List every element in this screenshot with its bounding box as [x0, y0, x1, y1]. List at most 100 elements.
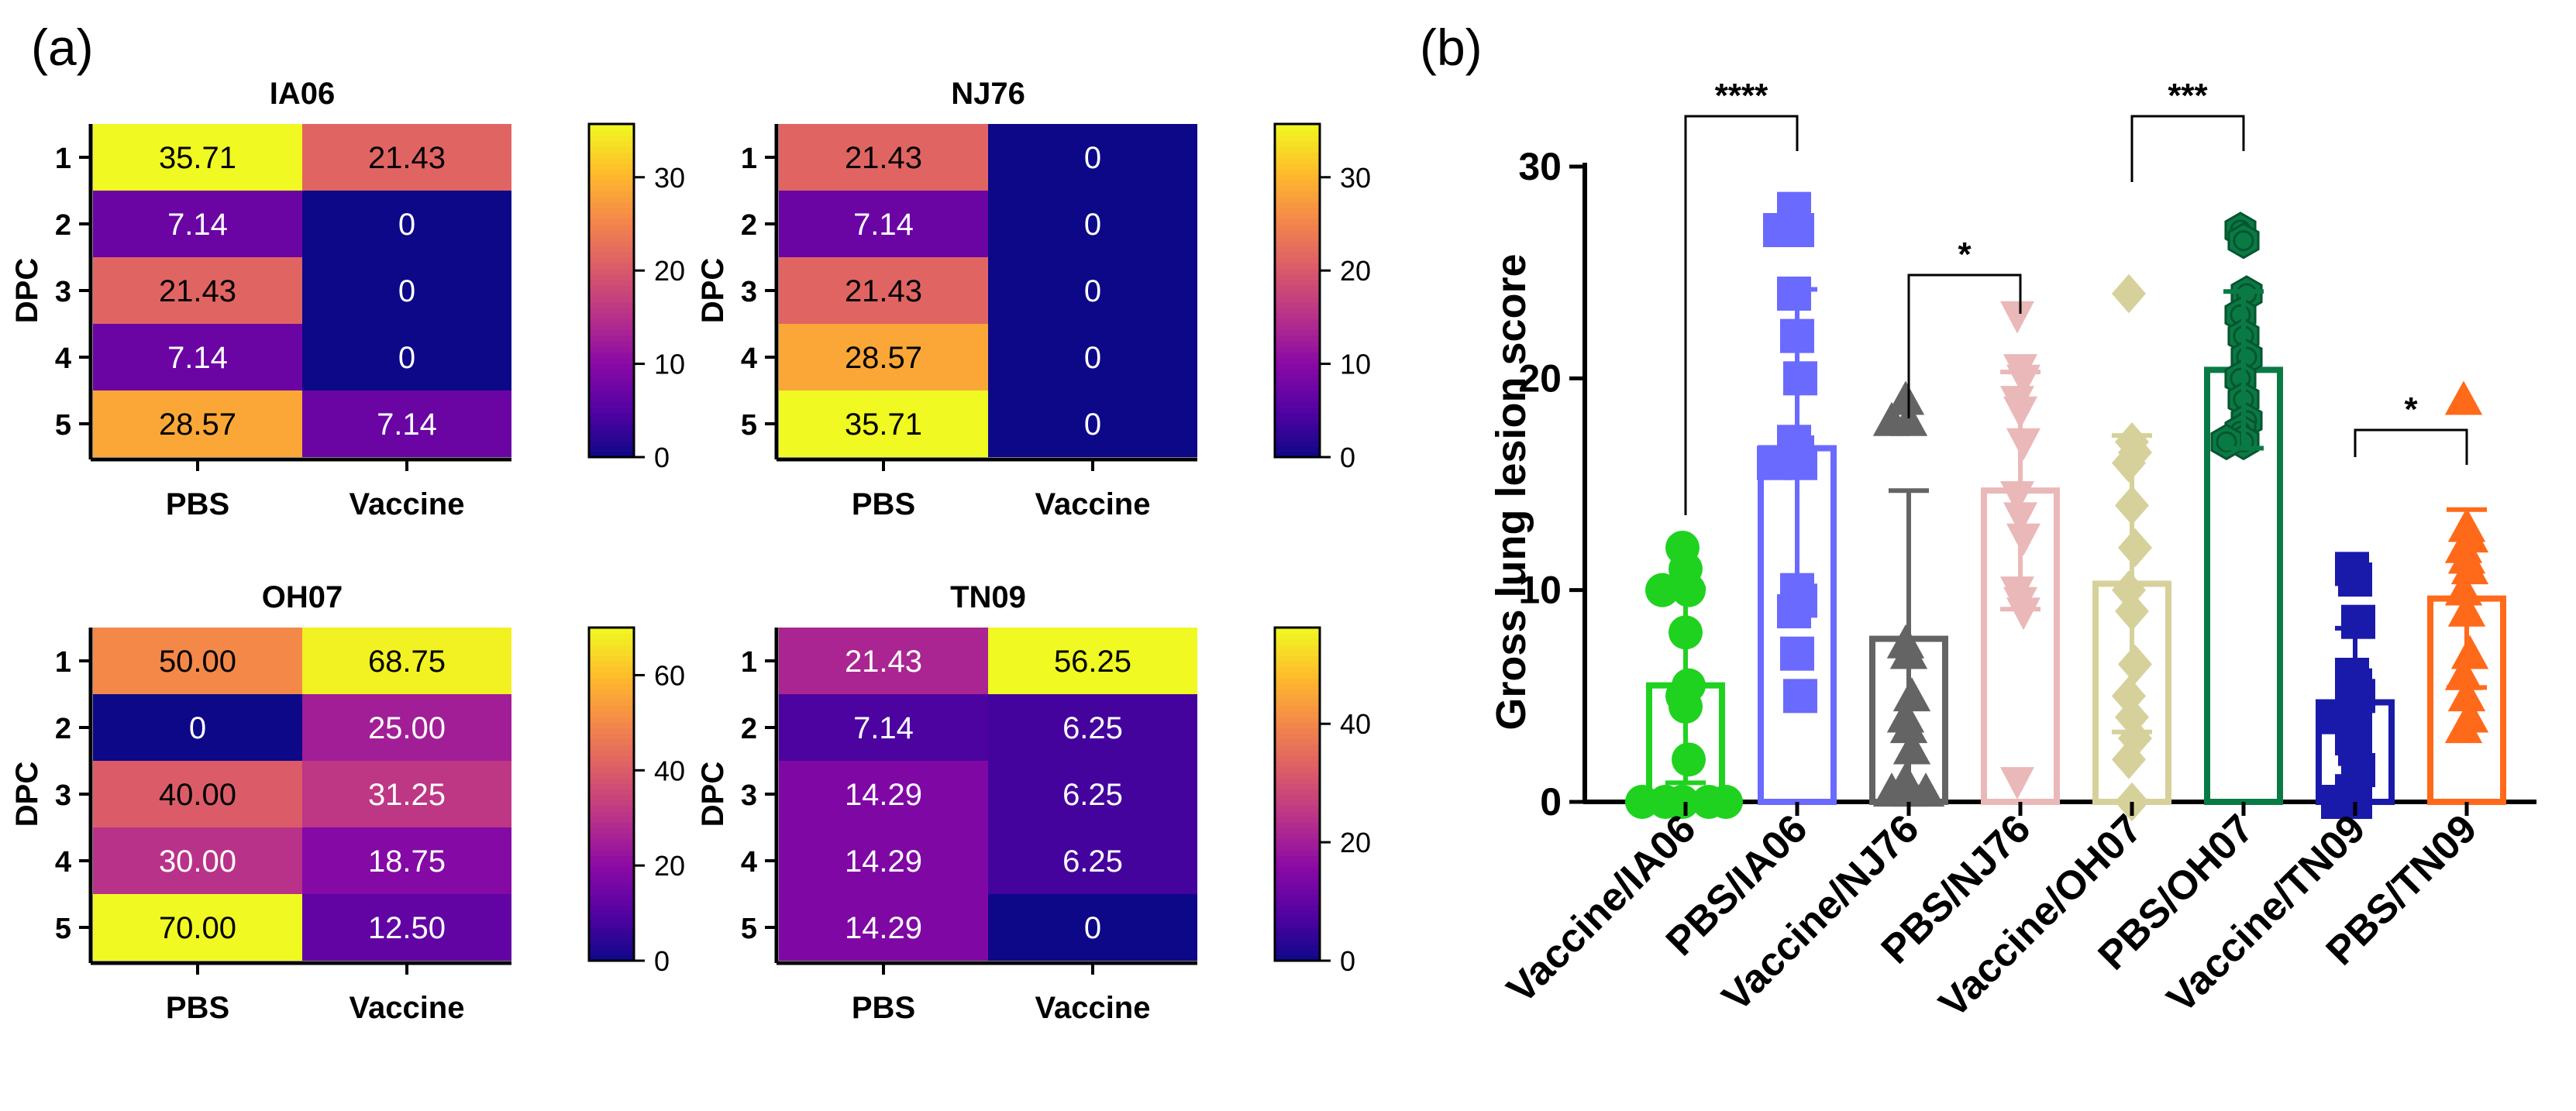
- colorbar-segment: [589, 700, 634, 707]
- significance-bracket: ***: [2130, 77, 2245, 182]
- colorbar-segment: [1275, 710, 1320, 717]
- data-point: [2118, 528, 2152, 568]
- colorbar-segment: [1275, 716, 1320, 723]
- colorbar-segment: [589, 861, 634, 868]
- heatmap-cell: [93, 761, 302, 827]
- colorbar-segment: [589, 905, 634, 912]
- colorbar-segment: [589, 766, 634, 773]
- colorbar-segment: [1275, 129, 1320, 136]
- colorbar-tick-label: 0: [654, 945, 670, 977]
- colorbar-segment: [1275, 368, 1320, 375]
- colorbar-segment: [589, 329, 634, 336]
- colorbar-segment: [589, 805, 634, 812]
- colorbar-segment: [589, 418, 634, 425]
- colorbar-segment: [1275, 435, 1320, 442]
- heatmap-title: OH07: [262, 580, 343, 614]
- heatmap-cell: [779, 894, 988, 961]
- colorbar-segment: [1275, 135, 1320, 142]
- heatmap-cell-label: 40.00: [159, 778, 236, 812]
- colorbar-segment: [589, 191, 634, 198]
- heatmap-cell: [988, 324, 1197, 390]
- heatmap-cell-label: 0: [1084, 208, 1101, 242]
- colorbar-segment: [1275, 124, 1320, 131]
- colorbar-segment: [589, 800, 634, 807]
- heatmap-cell-label: 14.29: [845, 778, 922, 812]
- colorbar-segment: [589, 363, 634, 370]
- colorbar-tick-label: 30: [1340, 162, 1371, 194]
- colorbar-segment: [1275, 633, 1320, 640]
- colorbar-segment: [1275, 894, 1320, 901]
- data-point: [2006, 597, 2040, 631]
- data-point: [1892, 730, 1931, 765]
- heatmap-cell-label: 7.14: [167, 341, 228, 375]
- colorbar-segment: [1275, 407, 1320, 414]
- colorbar-segment: [589, 716, 634, 723]
- colorbar-segment: [1275, 412, 1320, 419]
- colorbar-segment: [1275, 384, 1320, 391]
- colorbar-segment: [589, 401, 634, 408]
- colorbar-segment: [1275, 201, 1320, 208]
- data-point: [2118, 718, 2152, 758]
- data-point: [2000, 481, 2034, 514]
- heatmap-tn09: TN09 21.43 56.25 7.14 6.25 14.29 6.25 14.29 6.25…: [696, 580, 1371, 1025]
- colorbar-segment: [589, 335, 634, 342]
- data-point: [1777, 594, 1811, 628]
- heatmap-title: NJ76: [951, 77, 1025, 111]
- colorbar-segment: [1275, 346, 1320, 353]
- heatmap-cell-label: 21.43: [845, 645, 922, 679]
- heatmap-cell-label: 35.71: [159, 141, 236, 175]
- heatmap-col-label: Vaccine: [349, 991, 464, 1025]
- colorbar-segment: [589, 633, 634, 640]
- colorbar-segment: [1275, 174, 1320, 181]
- data-point: [2227, 222, 2260, 260]
- y-tick-label: 10: [1518, 569, 1562, 612]
- heatmap-row-label: 1: [55, 646, 71, 679]
- heatmap-y-label: DPC: [696, 762, 730, 827]
- colorbar-segment: [589, 683, 634, 690]
- colorbar-tick-label: 20: [1340, 827, 1371, 858]
- colorbar-segment: [1275, 949, 1320, 956]
- data-point: [2338, 562, 2372, 597]
- colorbar-segment: [1275, 805, 1320, 812]
- heatmap-cell-label: 0: [1084, 341, 1101, 375]
- heatmap-cell: [988, 761, 1197, 827]
- y-tick-label: 0: [1540, 780, 1562, 824]
- colorbar-segment: [1275, 301, 1320, 308]
- colorbar-segment: [589, 179, 634, 186]
- colorbar-segment: [1275, 755, 1320, 762]
- colorbar-segment: [1275, 296, 1320, 303]
- colorbar-segment: [589, 827, 634, 834]
- colorbar-segment: [589, 882, 634, 889]
- colorbar-segment: [1275, 855, 1320, 862]
- colorbar-segment: [1275, 927, 1320, 934]
- colorbar-segment: [1275, 224, 1320, 231]
- heatmap-cell: [302, 124, 511, 191]
- colorbar-segment: [589, 351, 634, 358]
- colorbar-segment: [1275, 866, 1320, 873]
- colorbar-segment: [589, 212, 634, 219]
- colorbar-segment: [589, 390, 634, 397]
- significance-bracket: ****: [1684, 77, 1799, 515]
- colorbar-segment: [589, 384, 634, 391]
- heatmap-cell-label: 0: [189, 711, 206, 745]
- colorbar-segment: [1275, 933, 1320, 940]
- data-point: [2450, 635, 2489, 669]
- colorbar-segment: [1275, 694, 1320, 701]
- colorbar-segment: [1275, 816, 1320, 823]
- y-tick-label: 30: [1518, 145, 1562, 188]
- heatmap-cell-label: 50.00: [159, 645, 236, 679]
- lesion-score-chart: 0 10 20 30 Gross lung lesion score Vaccine/IA…: [1488, 77, 2536, 1027]
- colorbar-segment: [1275, 688, 1320, 695]
- data-point: [2450, 550, 2489, 585]
- data-point: [2444, 709, 2483, 744]
- heatmap-cell: [93, 390, 302, 457]
- colorbar-segment: [1275, 766, 1320, 773]
- colorbar-segment: [589, 146, 634, 153]
- colorbar-segment: [1275, 899, 1320, 906]
- colorbar-tick-label: 0: [654, 442, 670, 473]
- panel-b-label: (b): [1420, 19, 1483, 76]
- heatmap-cell: [302, 694, 511, 761]
- colorbar-segment: [1275, 921, 1320, 928]
- colorbar-segment: [589, 910, 634, 917]
- colorbar-segment: [589, 855, 634, 862]
